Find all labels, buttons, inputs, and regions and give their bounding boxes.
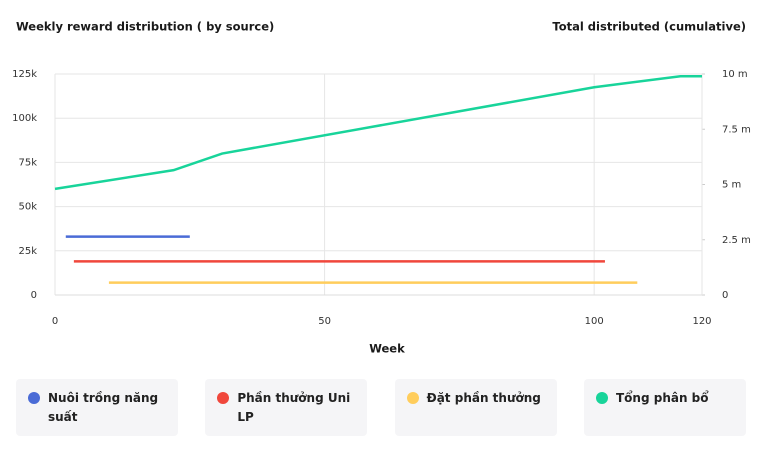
- y2-tick-label: 10 m: [722, 69, 748, 80]
- legend-item[interactable]: Nuôi trồng năng suất: [16, 379, 178, 436]
- legend-swatch: [28, 392, 40, 404]
- y-tick-label: 100k: [12, 113, 37, 124]
- y-tick-label: 125k: [12, 69, 37, 80]
- y-tick-label: 50k: [18, 202, 37, 213]
- series-line: [54, 74, 702, 191]
- legend-label: Nuôi trồng năng suất: [48, 391, 159, 424]
- chart: Weekly reward distribution ( by source) …: [12, 20, 751, 356]
- legend-item[interactable]: Phần thưởng Uni LP: [205, 379, 368, 436]
- legend-item[interactable]: Đặt phần thưởng: [394, 379, 557, 436]
- y2-tick-label: 7.5 m: [722, 124, 751, 135]
- x-tick-label: 0: [52, 316, 58, 327]
- y-tick-label: 75k: [18, 157, 37, 168]
- x-tick-label: 100: [585, 316, 604, 327]
- legend-label: Phần thưởng Uni LP: [237, 391, 351, 424]
- legend-swatch: [217, 392, 230, 404]
- y-tick-label: 25k: [18, 246, 37, 257]
- legend-swatch: [595, 392, 608, 404]
- legend-label: Tổng phân bổ: [615, 391, 709, 405]
- y-tick-label: 0: [31, 290, 37, 301]
- legend: Nuôi trồng năng suất Phần thưởng Uni LP Đặ…: [16, 379, 746, 436]
- y2-title: Total distributed (cumulative): [552, 20, 746, 34]
- legend-swatch: [406, 392, 419, 404]
- y2-tick-label: 2.5 m: [722, 235, 751, 246]
- y2-tick-label: 0: [722, 290, 728, 301]
- x-tick-label: 120: [692, 316, 711, 327]
- legend-item[interactable]: Tổng phân bổ: [583, 379, 746, 436]
- y2-tick-label: 5 m: [722, 180, 741, 191]
- x-tick-label: 50: [318, 316, 331, 327]
- legend-label: Đặt phần thưởng: [426, 391, 541, 405]
- chart-title: Weekly reward distribution ( by source): [16, 20, 274, 34]
- x-axis-label: Week: [369, 342, 405, 356]
